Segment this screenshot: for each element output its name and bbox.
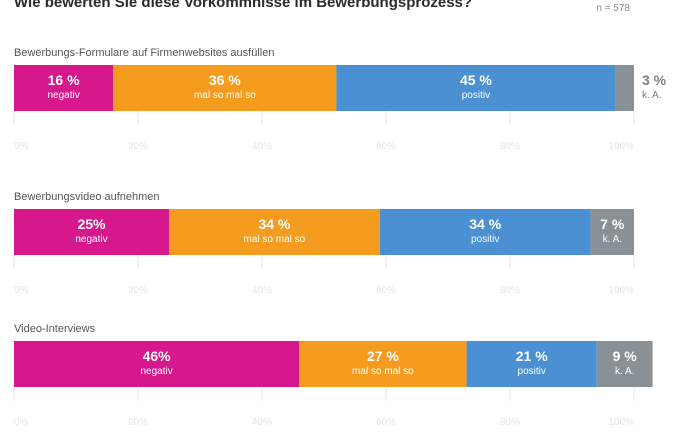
- segment-category-label: positiv: [518, 366, 546, 377]
- segment-value-label: 45 %: [460, 72, 492, 88]
- segment-category-label: positiv: [471, 234, 499, 245]
- stacked-bar-chart: 0% 20% 40% 60% 80% 100% 46% negativ 27 % mal so m…: [13, 341, 653, 428]
- segment-category-label: k. A.: [642, 90, 661, 101]
- chart-group: Bewerbungsvideo aufnehmen 0% 20% 40% 60% 80% 1…: [0, 191, 680, 311]
- bar-segment: [169, 209, 380, 255]
- segment-value-label: 3 %: [642, 72, 667, 88]
- segment-category-label: k. A.: [615, 366, 634, 377]
- bar-segment: [14, 65, 114, 111]
- chart-group-title: Bewerbungs-Formulare auf Firmenwebsites …: [14, 47, 275, 59]
- bar-segment: [113, 65, 337, 111]
- chart-title: Wie bewerten Sie diese Vorkommnisse im B…: [14, 0, 473, 11]
- segment-category-label: k. A.: [603, 234, 622, 245]
- segment-value-label: 34 %: [469, 216, 501, 232]
- segment-value-label: 36 %: [209, 72, 241, 88]
- chart-group-title: Video-Interviews: [14, 323, 96, 335]
- x-tick-label: 60%: [376, 285, 396, 296]
- segment-category-label: negativ: [75, 234, 107, 245]
- sample-size-label: n = 578: [596, 3, 630, 14]
- segment-category-label: negativ: [140, 366, 172, 377]
- x-tick-label: 80%: [500, 417, 520, 428]
- stacked-bar-chart: 0% 20% 40% 60% 80% 100% 16 % negativ 36 % mal so …: [13, 65, 667, 152]
- bar-segment: [336, 65, 616, 111]
- x-tick-label: 20%: [128, 417, 148, 428]
- stacked-bar-chart: 0% 20% 40% 60% 80% 100% 25% negativ 34 % mal so m…: [13, 209, 635, 296]
- chart-group: Bewerbungs-Formulare auf Firmenwebsites …: [0, 47, 680, 167]
- x-tick-label: 100%: [608, 285, 634, 296]
- segment-value-label: 21 %: [516, 348, 548, 364]
- bar-segment: [615, 65, 634, 111]
- segment-category-label: positiv: [462, 90, 490, 101]
- x-tick-label: 0%: [14, 417, 29, 428]
- segment-value-label: 25%: [77, 216, 106, 232]
- segment-value-label: 16 %: [48, 72, 80, 88]
- x-tick-label: 40%: [252, 417, 272, 428]
- segment-category-label: mal so mal so: [244, 234, 306, 245]
- x-tick-label: 0%: [14, 285, 29, 296]
- segment-category-label: negativ: [47, 90, 79, 101]
- segment-value-label: 27 %: [367, 348, 399, 364]
- x-tick-label: 40%: [252, 285, 272, 296]
- segment-value-label: 46%: [143, 348, 172, 364]
- bar-segment: [590, 209, 634, 255]
- x-tick-label: 100%: [608, 417, 634, 428]
- x-tick-label: 40%: [252, 141, 272, 152]
- x-tick-label: 80%: [500, 285, 520, 296]
- segment-value-label: 34 %: [258, 216, 290, 232]
- bar-segment: [14, 341, 300, 387]
- segment-category-label: mal so mal so: [352, 366, 414, 377]
- x-tick-label: 20%: [128, 141, 148, 152]
- x-tick-label: 20%: [128, 285, 148, 296]
- x-tick-label: 0%: [14, 141, 29, 152]
- bar-segment: [379, 209, 591, 255]
- bar-segment: [14, 209, 169, 255]
- x-tick-label: 100%: [608, 141, 634, 152]
- bar-segment: [466, 341, 597, 387]
- segment-category-label: mal so mal so: [194, 90, 256, 101]
- chart-group: Video-Interviews 0% 20% 40% 60% 80% 100% 46% neg…: [0, 323, 680, 443]
- bar-segment: [596, 341, 653, 387]
- chart-group-title: Bewerbungsvideo aufnehmen: [14, 191, 160, 203]
- x-tick-label: 80%: [500, 141, 520, 152]
- x-tick-label: 60%: [376, 141, 396, 152]
- x-tick-label: 60%: [376, 417, 396, 428]
- segment-value-label: 7 %: [600, 216, 625, 232]
- segment-value-label: 9 %: [613, 348, 638, 364]
- bar-segment: [299, 341, 467, 387]
